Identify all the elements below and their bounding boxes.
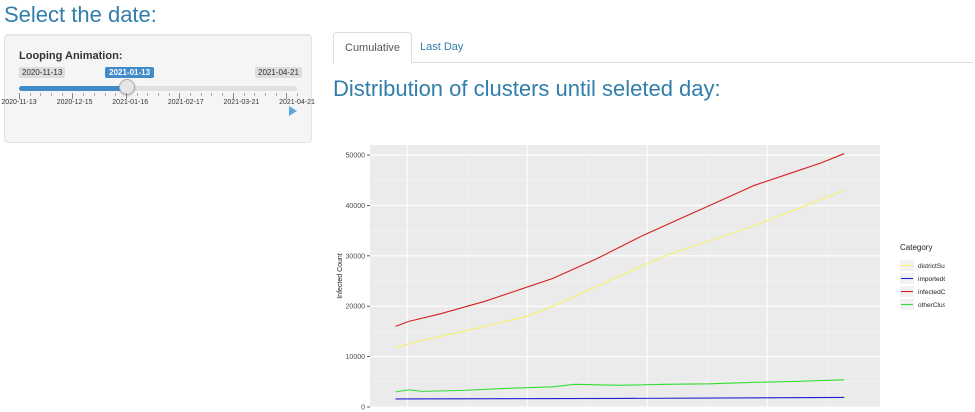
tab-cumulative[interactable]: Cumulative (333, 32, 413, 64)
slider-tick (297, 93, 298, 96)
slider-tick (264, 93, 266, 96)
legend-label: infectedCount (918, 289, 945, 296)
slider-tick-label: 2020-12-15 (56, 99, 93, 106)
series-line-infectedCount (395, 153, 845, 327)
slider-tick (136, 93, 138, 96)
slider-tick (72, 93, 74, 99)
slider-tick-label: 2021-02-17 (167, 99, 204, 106)
slider-tick (275, 93, 277, 96)
slider-tick (254, 93, 256, 96)
slider-tick (179, 93, 181, 99)
cluster-line-chart: 0 10000 20000 30000 40000 50000 Infected Coun… (337, 145, 945, 412)
legend-label: importedCase (918, 276, 945, 283)
slider-tick-label: 2020-11-13 (1, 99, 37, 106)
slider-tick (286, 93, 288, 99)
slider-tick (83, 93, 85, 96)
section-title: Distribution of clusters until seleted d… (333, 76, 721, 101)
slider-tick (51, 93, 53, 96)
slider-tick (158, 93, 159, 96)
y-tick-label: 30000 (346, 253, 366, 260)
y-tick-label: 40000 (346, 203, 366, 210)
slider-tick (243, 93, 245, 96)
slider-track[interactable] (19, 86, 297, 91)
series-line-districtSum (395, 189, 845, 349)
legend-label: otherCluster (918, 302, 945, 309)
slider-panel: Looping Animation: 2020-11-13 2021-01-13… (1, 34, 315, 143)
page-title: Select the date: (4, 2, 157, 27)
y-tick-label: 50000 (346, 153, 366, 160)
slider-tick (125, 93, 127, 99)
legend: Category districtSum importedCase infected… (900, 243, 945, 310)
slider-max-badge: 2021-04-21 (255, 67, 302, 78)
slider-tick (211, 93, 213, 96)
slider-label: Looping Animation: (19, 50, 123, 62)
slider-tick (29, 93, 31, 96)
y-tick-label: 0 (361, 405, 365, 412)
slider-tick (190, 93, 192, 96)
slider-current-value: 2021-01-13 (105, 67, 155, 78)
y-tick-label: 20000 (346, 304, 366, 311)
series-line-otherCluster (395, 379, 845, 393)
slider-tick (168, 93, 170, 96)
series-line-importedCase (395, 396, 845, 400)
slider-tick (19, 93, 20, 99)
slider-min-badge: 2020-11-13 (19, 67, 66, 78)
slider-tick (93, 93, 95, 96)
slider-tick (200, 93, 202, 96)
slider-tick (40, 93, 42, 96)
tab-last-day[interactable]: Last Day (420, 41, 464, 53)
tab-bar: Cumulative Last Day (333, 32, 973, 64)
slider-tick (222, 93, 224, 96)
legend-title: Category (900, 243, 932, 252)
slider-tick-label: 2021-03-21 (223, 99, 260, 106)
slider-tick (115, 93, 117, 96)
plot-panel (370, 145, 880, 407)
legend-label: districtSum (918, 263, 945, 270)
plot-grid (370, 145, 880, 408)
slider-tick (147, 93, 149, 96)
slider-tick (104, 93, 106, 96)
play-triangle-icon[interactable] (289, 106, 297, 116)
slider-tick (61, 93, 63, 96)
slider-handle[interactable] (119, 79, 136, 95)
y-axis-label: Infected Count (337, 253, 344, 299)
slider-tick (232, 93, 234, 99)
slider-tick-label: 2021-01-16 (112, 99, 149, 106)
y-tick-label: 10000 (346, 354, 366, 361)
slider-ticks (19, 93, 298, 101)
plot-series (395, 153, 845, 400)
slider-tick-label: 2021-04-21 (279, 99, 315, 106)
y-axis: 0 10000 20000 30000 40000 50000 (346, 153, 370, 412)
slider-track-fill (19, 86, 128, 91)
